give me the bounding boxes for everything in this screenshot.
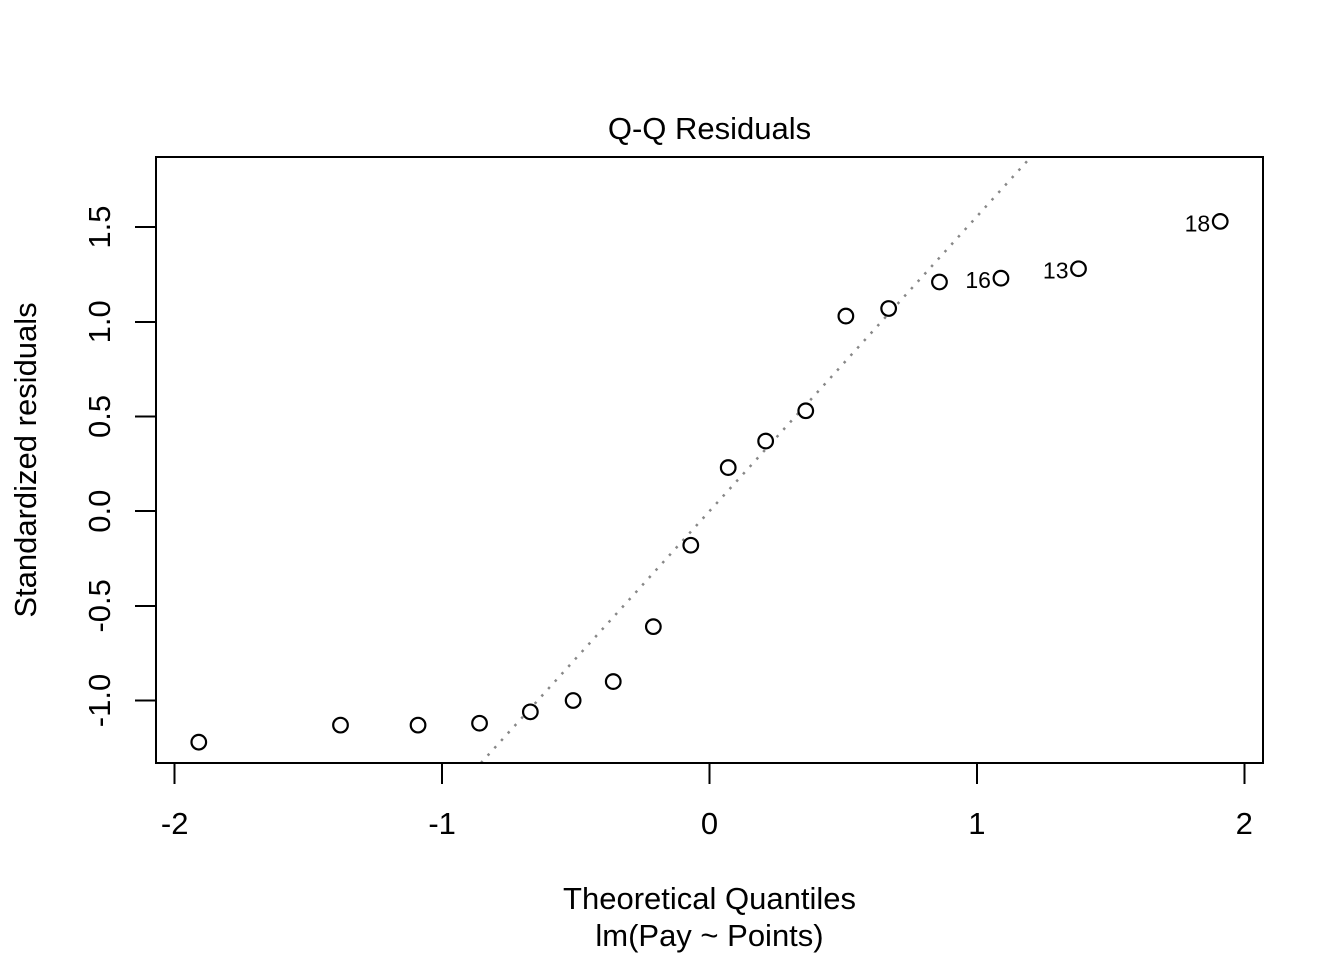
data-point bbox=[190, 733, 208, 751]
data-point bbox=[521, 703, 539, 721]
point-id-label: 13 bbox=[1043, 258, 1069, 284]
x-axis-tick-labels: -2 -1 0 1 2 bbox=[161, 806, 1253, 841]
data-point bbox=[409, 716, 427, 734]
x-axis-ticks bbox=[173, 763, 1246, 784]
y-axis-label: Standardized residuals bbox=[8, 302, 43, 618]
data-point bbox=[682, 536, 700, 554]
data-point bbox=[880, 300, 898, 317]
point-labels-group: 16 13 18 bbox=[965, 210, 1210, 293]
data-point bbox=[332, 716, 349, 734]
plot-border bbox=[155, 156, 1264, 764]
data-point bbox=[1070, 260, 1087, 278]
model-formula-label: lm(Pay ~ Points) bbox=[595, 918, 824, 953]
data-point bbox=[931, 273, 948, 291]
y-tick-label: 1.5 bbox=[82, 206, 117, 249]
y-axis-ticks bbox=[135, 226, 156, 702]
data-point bbox=[992, 269, 1010, 287]
data-point bbox=[837, 307, 855, 325]
y-axis-tick-labels: -1.0 -0.5 0.0 0.5 1.0 1.5 bbox=[82, 206, 117, 728]
data-point bbox=[644, 618, 662, 636]
reference-line-group bbox=[480, 156, 1032, 764]
data-point bbox=[1211, 212, 1229, 230]
data-point bbox=[757, 432, 775, 450]
x-tick-label: -2 bbox=[161, 806, 189, 841]
data-point bbox=[604, 673, 622, 690]
qq-reference-line bbox=[480, 156, 1032, 764]
y-tick-label: 0.5 bbox=[82, 395, 117, 438]
x-tick-label: 1 bbox=[968, 806, 985, 841]
data-point bbox=[471, 714, 488, 732]
y-tick-label: 0.0 bbox=[82, 490, 117, 533]
x-tick-label: 2 bbox=[1236, 806, 1253, 841]
x-axis-label: Theoretical Quantiles bbox=[563, 881, 856, 916]
y-tick-label: 1.0 bbox=[82, 300, 117, 343]
chart-title: Q-Q Residuals bbox=[607, 111, 812, 146]
point-id-label: 16 bbox=[965, 267, 991, 293]
y-tick-label: -1.0 bbox=[82, 674, 117, 727]
data-point bbox=[719, 459, 737, 476]
x-tick-label: 0 bbox=[701, 806, 718, 841]
x-tick-label: -1 bbox=[428, 806, 456, 841]
y-tick-label: -0.5 bbox=[82, 579, 117, 632]
point-id-label: 18 bbox=[1185, 210, 1211, 236]
data-point bbox=[564, 692, 582, 709]
data-point bbox=[797, 402, 815, 420]
data-points-group bbox=[190, 212, 1229, 751]
